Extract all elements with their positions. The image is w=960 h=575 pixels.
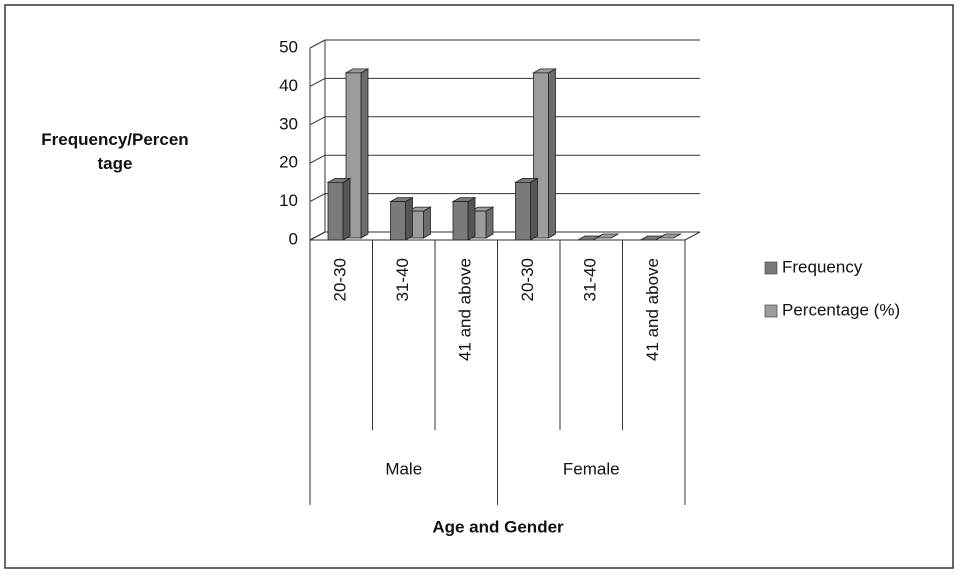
bar (452, 201, 469, 241)
grid-line-side (309, 116, 326, 126)
x-tick-label: 20-30 (331, 258, 350, 301)
chart-border (4, 4, 954, 569)
bar-side (530, 177, 538, 241)
bar-side (548, 68, 556, 239)
bar-side (405, 196, 413, 241)
bar-side (485, 206, 494, 239)
x-axis-title: Age and Gender (432, 517, 564, 536)
y-tick-label: 50 (279, 37, 298, 56)
grid-line-side (309, 193, 326, 203)
bar-side (342, 177, 351, 241)
bar-side (467, 196, 476, 241)
grid-line-side (309, 77, 326, 87)
y-tick-label: 30 (279, 114, 298, 133)
bar (327, 181, 344, 241)
grid-line-side (309, 39, 326, 49)
bar (390, 201, 406, 241)
bar-side (360, 68, 369, 239)
x-tick-label: 20-30 (518, 258, 537, 301)
group-label: Male (385, 459, 422, 478)
legend-label: Frequency (782, 257, 863, 276)
x-tick-label: 41 and above (643, 258, 662, 361)
x-tick-label: 31-40 (393, 258, 412, 301)
legend-swatch (764, 261, 778, 275)
bar-side (423, 206, 431, 239)
x-tick-label: 41 and above (456, 258, 475, 361)
legend-label: Percentage (%) (782, 300, 900, 319)
bar-top (656, 233, 683, 239)
y-tick-label: 0 (289, 229, 298, 248)
y-tick-label: 10 (279, 191, 298, 210)
bar-top (594, 233, 620, 239)
y-tick-label: 40 (279, 76, 298, 95)
group-label: Female (563, 459, 620, 478)
bar-top (576, 235, 602, 241)
legend-swatch (764, 304, 778, 318)
x-tick-label: 31-40 (581, 258, 600, 301)
bar-top (638, 235, 665, 241)
grid-line-side (309, 154, 326, 164)
grid-line-side (309, 231, 326, 241)
y-tick-label: 20 (279, 153, 298, 172)
bar (515, 181, 531, 241)
y-axis-title: Frequency/Percentage (41, 130, 189, 173)
